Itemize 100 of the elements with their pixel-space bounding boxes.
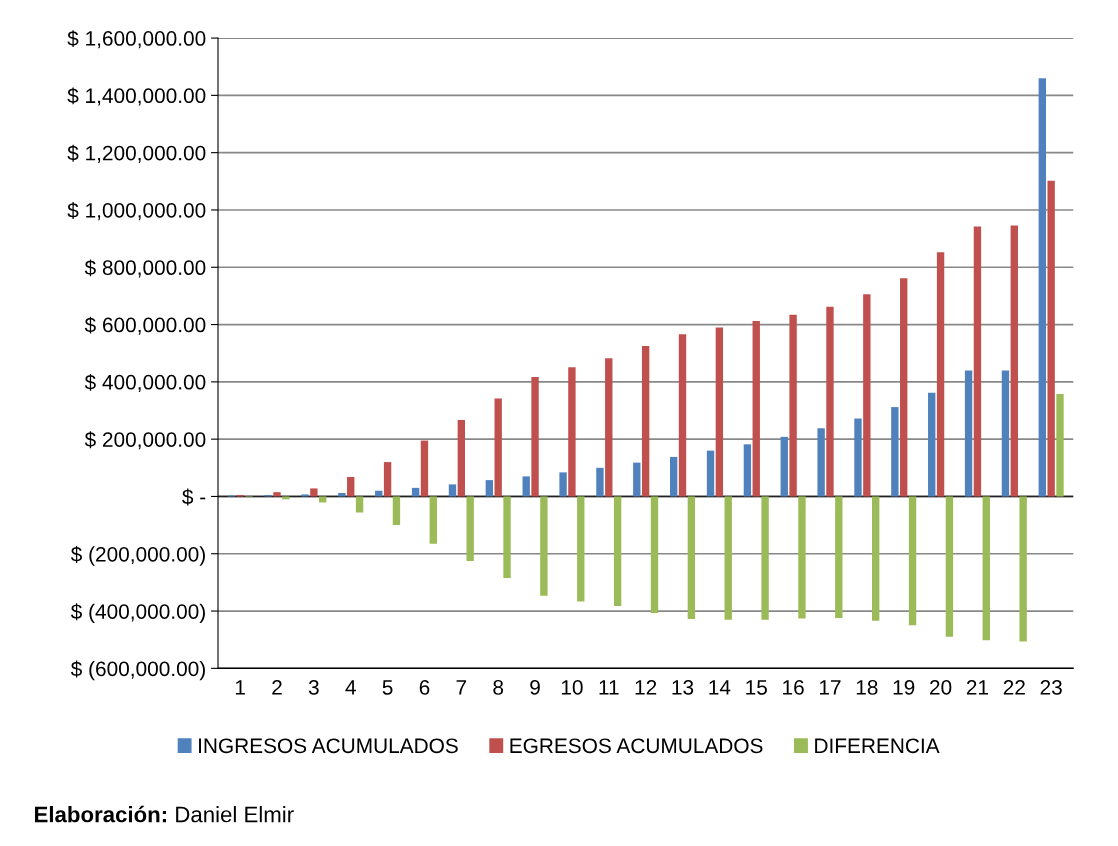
bar: [577, 496, 585, 602]
bar: [531, 376, 539, 497]
bar: [1001, 370, 1010, 497]
y-tick-label: $ (200,000.00): [70, 546, 205, 566]
bar: [900, 278, 908, 497]
bar: [789, 314, 797, 497]
x-tick-label: 7: [456, 680, 467, 695]
x-tick-label: 11: [599, 680, 619, 695]
bar: [1019, 496, 1027, 642]
bar: [650, 496, 659, 614]
x-tick-label: 9: [530, 680, 540, 695]
x-tick-label: 2: [272, 680, 282, 695]
bar: [485, 480, 494, 497]
x-tick-label: 14: [709, 680, 731, 695]
bar: [503, 496, 511, 579]
bar: [282, 496, 290, 500]
bar: [669, 456, 678, 497]
bar: [1047, 180, 1055, 497]
bar: [964, 370, 973, 497]
bar: [420, 440, 429, 497]
bar: [457, 419, 466, 497]
legend-label: EGRESOS ACUMULADOS: [510, 738, 763, 754]
y-tick-label: $ 1,600,000.00: [67, 30, 206, 49]
legend-label: INGRESOS ACUMULADOS: [199, 738, 458, 754]
x-tick-label: 15: [746, 680, 767, 695]
legend-label: DIFERENCIA: [815, 738, 940, 754]
bar: [319, 496, 327, 503]
text: Elaboración: Daniel Elmir: [35, 805, 294, 823]
bar: [891, 407, 899, 497]
bar: [355, 496, 364, 513]
bar: [817, 428, 825, 497]
bar: [596, 467, 604, 497]
bar: [540, 496, 548, 596]
bar: [1010, 225, 1018, 497]
x-tick-label: 10: [561, 680, 583, 695]
bar: [780, 436, 788, 497]
bar: [494, 398, 502, 497]
bar: [835, 496, 843, 618]
x-tick-label: 6: [419, 680, 430, 695]
x-tick-label: 3: [308, 680, 319, 695]
x-tick-label: 23: [1040, 680, 1062, 695]
bar: [908, 496, 917, 626]
x-tick-label: 21: [966, 680, 988, 695]
bar: [798, 496, 806, 619]
bar: [466, 496, 474, 561]
bar: [945, 496, 954, 637]
x-tick-label: 4: [345, 680, 356, 695]
x-tick-label: 22: [1003, 680, 1025, 695]
bar: [1056, 393, 1064, 497]
x-tick-label: 17: [819, 680, 841, 695]
y-tick-label: $ (600,000.00): [70, 660, 205, 681]
bar: [522, 476, 530, 497]
bar: [383, 462, 392, 497]
bar: [448, 484, 457, 497]
x-tick-label: 19: [893, 680, 915, 695]
y-tick-label: $ 800,000.00: [84, 259, 206, 278]
bar: [752, 321, 760, 497]
y-tick-label: $ -: [182, 488, 206, 506]
bar: [854, 418, 862, 497]
bar: [863, 294, 871, 497]
bar: [715, 327, 724, 497]
bar: [429, 496, 437, 544]
x-tick-label: 12: [635, 680, 657, 695]
bar: [347, 476, 355, 497]
bar: [301, 494, 309, 497]
bar: [1038, 78, 1046, 497]
x-tick-label: 5: [382, 680, 393, 695]
bar: [273, 492, 281, 497]
x-tick-label: 8: [493, 680, 504, 695]
bar: [641, 346, 650, 497]
bar: [338, 493, 346, 497]
y-tick-label: $ 1,400,000.00: [67, 87, 206, 106]
bar: [743, 444, 752, 497]
bar: [613, 496, 622, 606]
bar: [706, 450, 715, 497]
bar: [687, 496, 696, 620]
bar: [936, 252, 945, 497]
bar: [678, 334, 687, 497]
y-tick-label: $ 200,000.00: [84, 431, 206, 450]
y-tick-label: $ (400,000.00): [70, 603, 205, 624]
y-tick-label: $ 1,200,000.00: [67, 144, 206, 163]
bar: [761, 496, 769, 620]
y-tick-label: $ 1,000,000.00: [67, 202, 206, 221]
bar: [605, 358, 613, 497]
y-tick-label: $ 400,000.00: [84, 373, 206, 393]
bar: [928, 392, 936, 497]
bar: [310, 488, 318, 497]
bar: [826, 306, 834, 497]
bar: [724, 496, 732, 620]
x-tick-label: 1: [235, 680, 245, 695]
bar: [633, 462, 641, 497]
bar: [568, 367, 576, 497]
x-tick-label: 13: [672, 680, 694, 695]
bar: [973, 226, 982, 497]
y-tick-label: $ 600,000.00: [84, 316, 206, 335]
bar: [982, 496, 990, 641]
x-tick-label: 16: [783, 680, 804, 695]
x-tick-label: 20: [930, 680, 952, 695]
bar: [392, 496, 401, 526]
x-tick-label: 18: [856, 680, 878, 695]
